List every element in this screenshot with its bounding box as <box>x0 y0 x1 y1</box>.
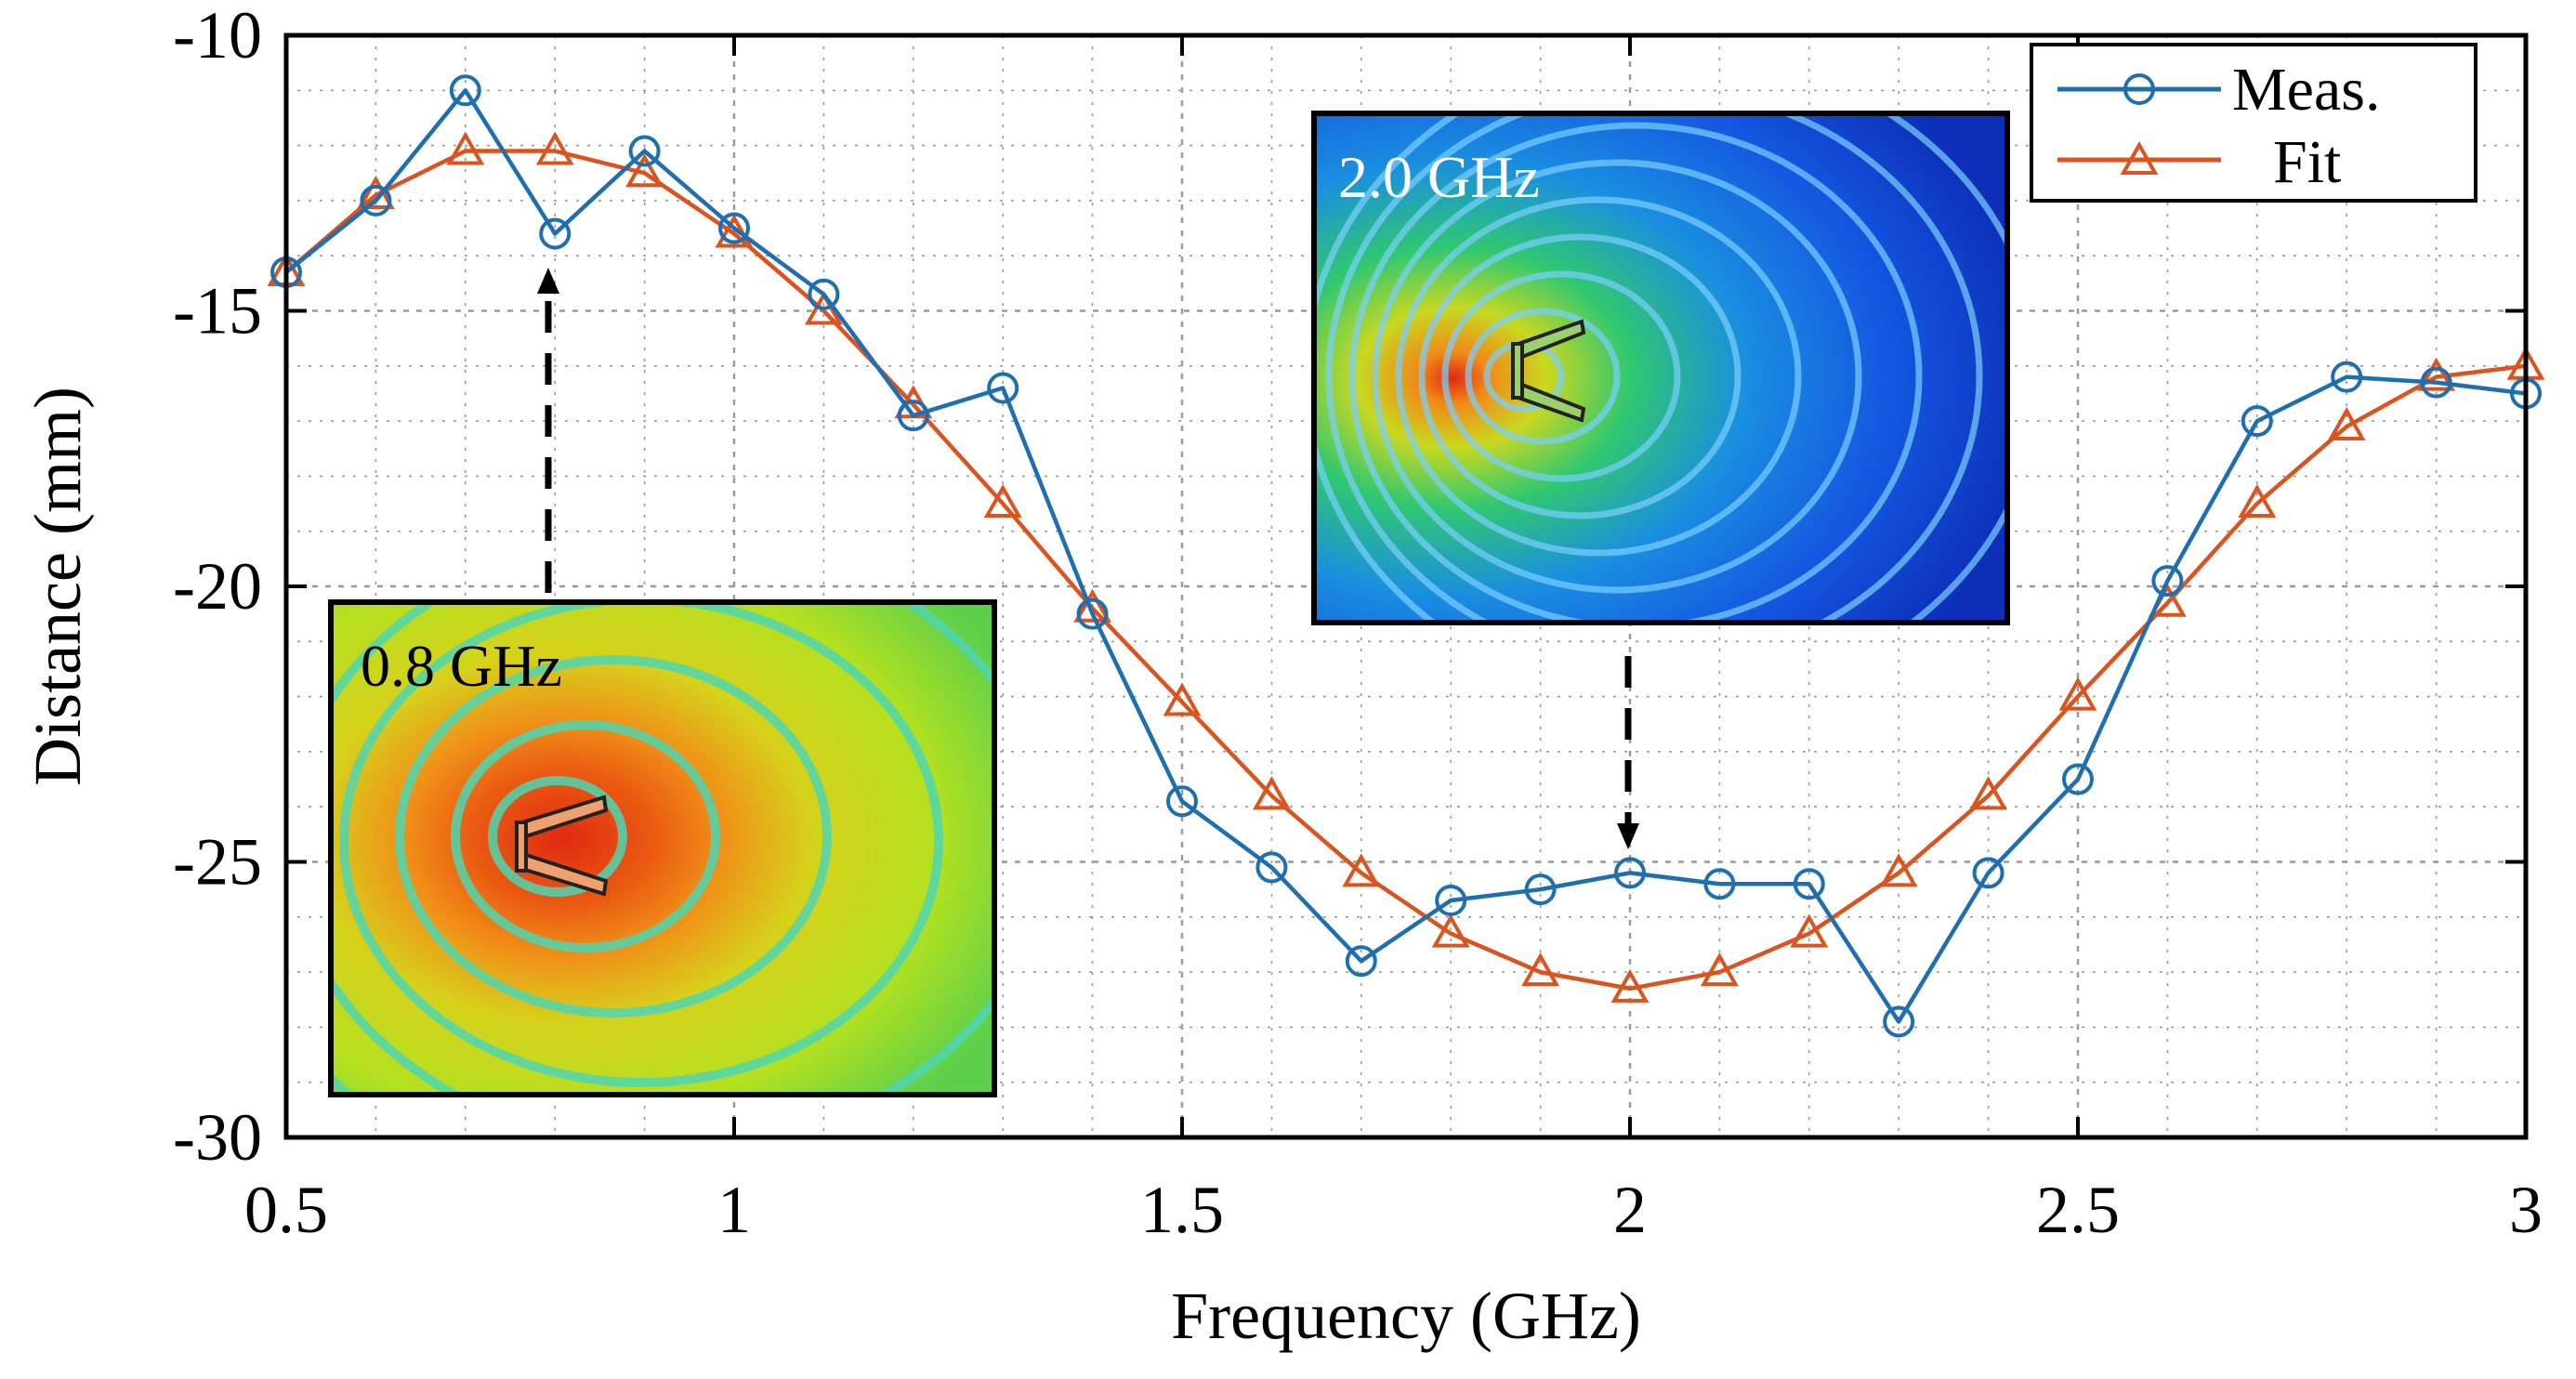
data-point <box>1073 588 1112 623</box>
data-point <box>535 131 574 165</box>
data-point <box>1431 913 1470 948</box>
pointer-arrow-0-8ghz <box>537 268 559 593</box>
data-point <box>360 184 392 217</box>
data-point <box>1524 873 1557 906</box>
data-point <box>2062 763 2094 795</box>
antenna-icon <box>1511 319 1586 423</box>
data-point <box>446 131 485 165</box>
data-point <box>2331 361 2363 393</box>
series <box>267 74 2545 1038</box>
data-point <box>1793 868 1825 900</box>
data-point <box>1252 776 1291 810</box>
y-tick-label: -15 <box>173 274 262 348</box>
data-point <box>1521 952 1560 987</box>
data-point <box>1703 868 1736 900</box>
data-point <box>628 135 661 167</box>
legend-item-meas: Meas. <box>2057 56 2380 124</box>
data-point <box>897 400 929 432</box>
data-point <box>1879 853 1918 887</box>
data-point <box>1163 682 1202 716</box>
data-point <box>808 278 840 310</box>
inset-2-0ghz: 2.0 GHz <box>1311 111 2010 625</box>
legend: Meas. Fit <box>2030 43 2477 203</box>
data-point <box>2420 366 2452 399</box>
inset-2-0ghz-label: 2.0 GHz <box>1338 144 1540 210</box>
data-point <box>1255 851 1288 884</box>
series-line <box>284 88 2527 1024</box>
data-point <box>983 483 1022 519</box>
inset-0-8ghz: 0.8 GHz <box>328 599 997 1097</box>
y-tick-labels: -30 -25 -20 -15 -10 <box>173 0 262 1175</box>
data-point <box>1790 913 1829 948</box>
data-point <box>2238 483 2277 519</box>
data-point <box>1700 952 1739 987</box>
data-point <box>1883 1005 1915 1038</box>
x-tick-labels: 0.5 1 1.5 2 2.5 3 <box>244 1173 2543 1247</box>
legend-label-fit: Fit <box>2273 128 2341 196</box>
x-tick-label: 1.5 <box>1140 1173 1224 1247</box>
inset-2-0ghz-wavefronts <box>1314 113 2007 623</box>
antenna-icon <box>515 795 609 897</box>
data-point <box>1610 968 1649 1003</box>
inset-0-8ghz-label: 0.8 GHz <box>361 633 562 699</box>
data-point <box>2058 676 2097 711</box>
data-point <box>1435 885 1467 917</box>
plot-border <box>283 33 2529 1140</box>
data-point <box>1614 857 1646 889</box>
data-point <box>1166 785 1198 818</box>
series-meas <box>270 74 2542 1038</box>
data-point <box>625 153 664 188</box>
data-point <box>1345 945 1377 978</box>
y-tick-label: -30 <box>173 1100 262 1175</box>
data-point <box>718 212 750 244</box>
y-tick-label: -20 <box>173 549 262 624</box>
data-point <box>1972 857 2004 889</box>
y-axis-label: Distance (mm) <box>20 387 95 786</box>
data-point <box>539 217 572 250</box>
data-point <box>1076 598 1109 630</box>
inset-0-8ghz-wavefronts <box>331 602 994 1095</box>
data-point <box>2151 565 2184 598</box>
data-point <box>1969 776 2008 810</box>
data-point <box>987 372 1019 404</box>
x-axis-label: Frequency (GHz) <box>1171 1279 1641 1353</box>
y-tick-label: -25 <box>173 825 262 900</box>
x-tick-label: 2.5 <box>2036 1173 2120 1247</box>
x-tick-label: 1 <box>717 1173 751 1247</box>
data-point <box>449 74 481 107</box>
data-point <box>804 291 843 325</box>
y-tick-label: -10 <box>173 0 262 72</box>
x-tick-label: 3 <box>2509 1173 2543 1247</box>
data-point <box>2241 405 2273 438</box>
legend-label-meas: Meas. <box>2232 56 2380 124</box>
data-point <box>2327 406 2366 441</box>
legend-item-fit: Fit <box>2057 128 2341 196</box>
data-point <box>2417 357 2456 391</box>
x-tick-label: 0.5 <box>244 1173 328 1247</box>
data-point <box>1342 853 1381 887</box>
x-tick-label: 2 <box>1613 1173 1647 1247</box>
pointer-arrow-2-0ghz <box>1617 656 1639 849</box>
